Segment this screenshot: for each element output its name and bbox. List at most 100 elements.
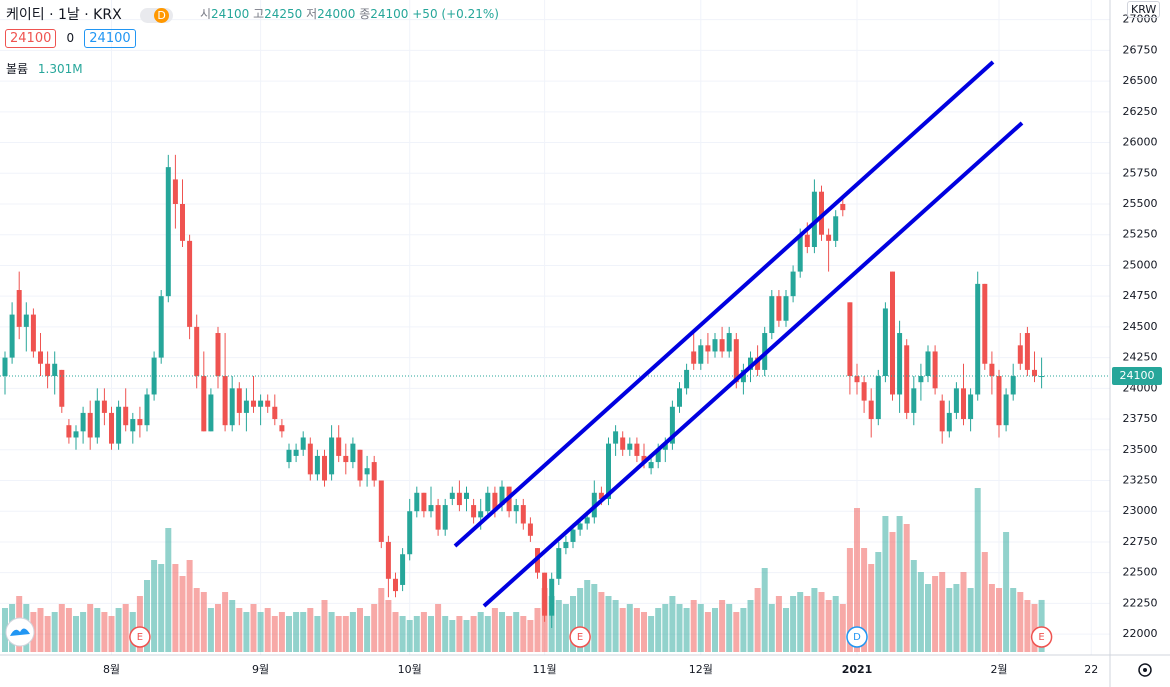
settings-icon[interactable] [1138,663,1152,677]
volume-bar [612,600,619,652]
quote-row: 24100 0 24100 [5,29,136,48]
volume-bar [967,588,974,652]
candle-body [435,505,441,530]
candle-body [158,296,164,358]
candle-body [989,363,995,377]
candle-body [748,357,753,370]
ohlc-label: 저 [306,7,318,21]
candle-body [662,443,668,450]
logo[interactable] [5,617,35,647]
volume-bar [392,612,399,652]
volume-bar [712,608,718,652]
volume-bar [399,616,406,652]
volume-bar [570,596,576,652]
candle-body [59,369,65,407]
bid[interactable]: 24100 [5,29,57,48]
volume-bar [378,588,385,652]
volume-bar [207,608,214,652]
ask[interactable]: 24100 [84,29,136,48]
volume-bar [726,604,733,652]
candle-body [371,462,377,481]
candle-body [691,351,697,364]
volume-bar [342,616,349,652]
candle-body [378,480,384,542]
y-tick-label: 23250 [1123,473,1158,486]
event-marker[interactable] [569,626,591,648]
trend-line[interactable] [482,121,1024,608]
volume-bar [925,584,931,652]
ohlc-value: 24100 [370,7,409,21]
candle-body [542,572,548,616]
candle-body [357,449,363,481]
candle-body [613,431,619,444]
volume-bar [641,612,647,652]
event-label: D [853,632,861,643]
event-marker[interactable] [129,626,151,648]
volume-bar [229,600,236,652]
volume-name: 볼륨 [6,62,29,76]
candle-body [407,511,413,555]
volume-bar [108,616,115,652]
candle-body [499,486,505,506]
volume-bar [349,612,356,652]
candle-body [826,234,832,241]
candle-body [350,443,356,463]
volume-bar [65,608,72,652]
candle-body [925,351,931,377]
volume-bar [690,600,697,652]
y-tick-label: 24750 [1123,289,1158,302]
y-tick-label: 23750 [1123,412,1158,425]
volume-bar [981,552,988,652]
candle-body [1024,333,1030,370]
volume-bar [719,600,726,652]
volume-bar [953,584,960,652]
candle-body [946,412,952,432]
candle-body [513,505,519,512]
volume-bar [87,604,94,652]
candle-body [549,578,555,616]
event-marker[interactable] [846,626,868,648]
symbol[interactable]: 케이티 [6,7,45,23]
candle-body [953,388,959,413]
currency[interactable]: KRW [1127,1,1161,18]
volume-bar [804,596,811,652]
volume-bar [406,620,413,652]
volume-bar [555,600,562,652]
volume-bar [697,604,704,652]
volume-bar [761,568,768,652]
ohlc-label: 시 [200,7,212,21]
candle-body [890,271,895,395]
candle-body [606,443,611,499]
candle-body [968,394,974,420]
volume-bar [115,608,122,652]
candle-body [740,369,746,383]
volume-bar [669,596,676,652]
volume-bar [655,608,662,652]
volume-bar [704,612,711,652]
candle-body [811,191,817,248]
volume-bar [1010,588,1017,652]
volume-bar [222,592,229,652]
candle-body [38,351,43,364]
y-tick-label: 26750 [1123,43,1158,56]
status-pill[interactable]: D [140,8,174,23]
candle-body [882,308,888,377]
trend-line[interactable] [453,60,995,548]
volume-bar [186,560,193,652]
candle-body [684,369,690,389]
volume-bar [101,612,108,652]
candle-body [151,357,157,395]
volume-bar [605,596,612,652]
y-tick-label: 25000 [1123,258,1158,271]
volume-bar [165,528,172,652]
volume-bar [44,616,51,652]
ohlc-value: 24000 [317,7,356,21]
candle-body [336,437,342,456]
candle-body [918,376,924,383]
interval[interactable]: 1날 [58,7,80,23]
candle-body [556,548,562,579]
volume-bar [562,604,569,652]
event-marker[interactable] [1030,626,1053,648]
candle-body [286,449,292,463]
